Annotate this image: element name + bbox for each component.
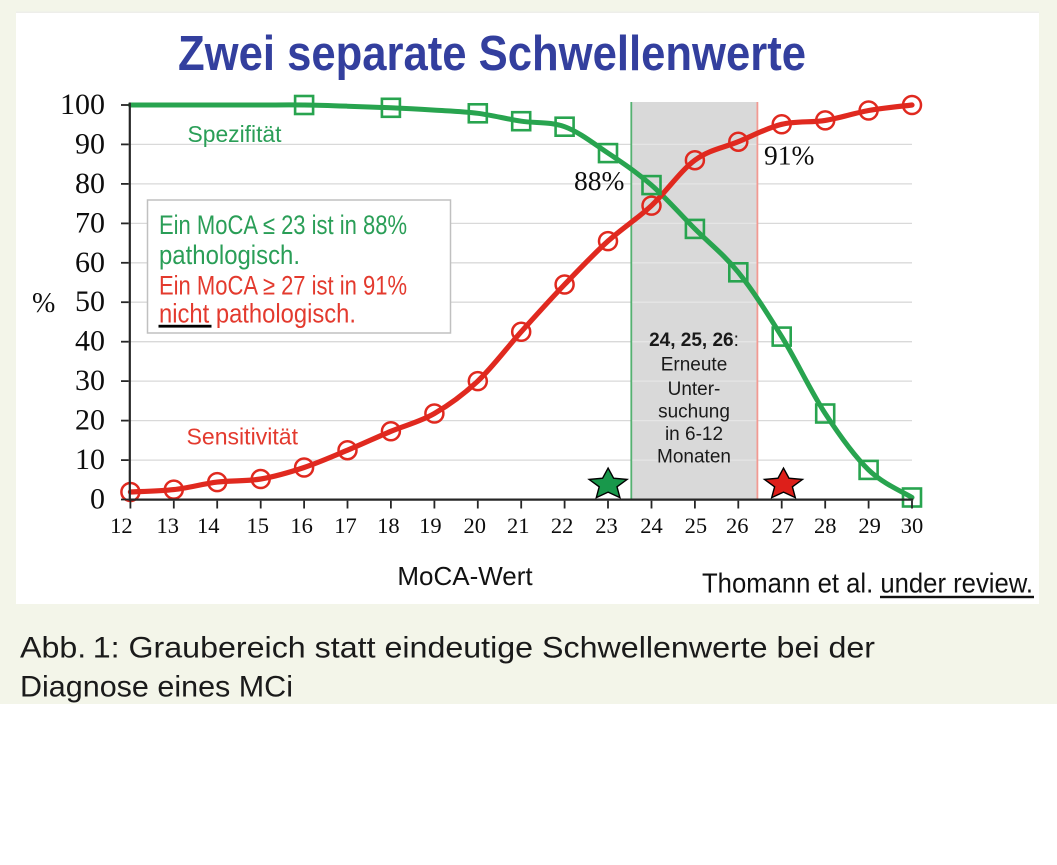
svg-text:80: 80 <box>75 167 105 200</box>
svg-text:16: 16 <box>290 513 313 538</box>
svg-text:Monaten: Monaten <box>657 447 731 468</box>
svg-text:91%: 91% <box>764 140 814 171</box>
svg-text:17: 17 <box>334 513 357 538</box>
svg-text:100: 100 <box>60 88 105 121</box>
svg-text:24, 25, 26:: 24, 25, 26: <box>649 330 739 351</box>
svg-text:90: 90 <box>75 127 105 160</box>
svg-text:20: 20 <box>464 513 487 538</box>
svg-text:13: 13 <box>157 513 180 538</box>
svg-text:Ein MoCA ≤ 23 ist in 88%: Ein MoCA ≤ 23 ist in 88% <box>159 210 407 240</box>
svg-text:22: 22 <box>551 513 574 538</box>
svg-text:40: 40 <box>75 325 105 358</box>
svg-text:24: 24 <box>640 513 663 538</box>
svg-text:25: 25 <box>685 513 708 538</box>
svg-text:26: 26 <box>726 513 749 538</box>
svg-text:in 6-12: in 6-12 <box>665 424 723 445</box>
svg-text:Sensitivität: Sensitivität <box>187 424 299 450</box>
svg-text:70: 70 <box>75 206 105 239</box>
svg-text:28: 28 <box>814 513 837 538</box>
svg-text:0: 0 <box>90 483 105 516</box>
svg-text:Abb. 1: Graubereich statt eind: Abb. 1: Graubereich statt eindeutige Sch… <box>20 632 875 665</box>
svg-text:Unter-: Unter- <box>668 379 721 400</box>
svg-text:%: % <box>32 288 55 319</box>
svg-text:Zwei separate Schwellenwerte: Zwei separate Schwellenwerte <box>178 27 806 81</box>
svg-text:30: 30 <box>901 513 924 538</box>
svg-text:21: 21 <box>507 513 530 538</box>
svg-text:Thomann et al. under review.: Thomann et al. under review. <box>702 568 1033 599</box>
svg-text:Erneute: Erneute <box>661 355 728 376</box>
svg-text:23: 23 <box>595 513 618 538</box>
svg-text:14: 14 <box>197 513 220 538</box>
svg-text:29: 29 <box>858 513 881 538</box>
svg-text:18: 18 <box>377 513 400 538</box>
svg-text:88%: 88% <box>574 165 624 196</box>
svg-text:30: 30 <box>75 364 105 397</box>
svg-text:20: 20 <box>75 404 105 437</box>
svg-text:19: 19 <box>419 513 442 538</box>
svg-text:MoCA-Wert: MoCA-Wert <box>397 561 533 591</box>
svg-text:12: 12 <box>110 513 133 538</box>
svg-text:pathologisch.: pathologisch. <box>159 240 300 270</box>
svg-text:15: 15 <box>246 513 269 538</box>
svg-text:27: 27 <box>771 513 794 538</box>
svg-text:10: 10 <box>75 443 105 476</box>
svg-text:nicht pathologisch.: nicht pathologisch. <box>159 298 356 328</box>
svg-text:suchung: suchung <box>658 402 730 423</box>
svg-text:Diagnose eines MCi: Diagnose eines MCi <box>20 671 293 704</box>
svg-text:60: 60 <box>75 246 105 279</box>
svg-text:50: 50 <box>75 285 105 318</box>
svg-text:Spezifität: Spezifität <box>188 121 282 147</box>
svg-text:Ein MoCA ≥ 27 ist in 91%: Ein MoCA ≥ 27 ist in 91% <box>159 270 407 300</box>
